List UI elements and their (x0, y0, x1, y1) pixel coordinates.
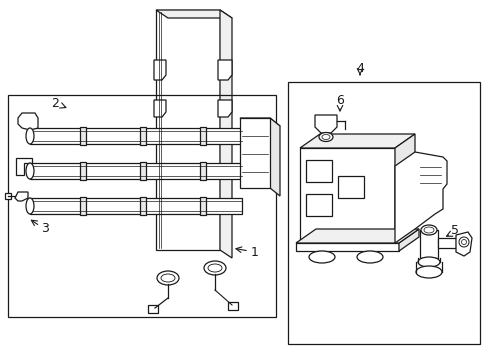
Polygon shape (296, 229, 419, 243)
FancyBboxPatch shape (306, 194, 332, 216)
FancyBboxPatch shape (140, 162, 146, 180)
Polygon shape (438, 238, 456, 248)
Text: 4: 4 (356, 62, 364, 75)
Ellipse shape (322, 135, 330, 140)
FancyBboxPatch shape (200, 197, 206, 215)
FancyBboxPatch shape (80, 127, 86, 145)
Polygon shape (456, 232, 472, 256)
FancyBboxPatch shape (30, 128, 242, 144)
FancyBboxPatch shape (30, 163, 242, 179)
Ellipse shape (26, 163, 34, 179)
Polygon shape (220, 10, 232, 258)
Text: 5: 5 (451, 224, 459, 237)
Ellipse shape (416, 266, 442, 278)
FancyBboxPatch shape (140, 197, 146, 215)
Polygon shape (154, 60, 166, 80)
Ellipse shape (161, 274, 175, 282)
Ellipse shape (157, 271, 179, 285)
Ellipse shape (204, 261, 226, 275)
Polygon shape (240, 118, 280, 126)
Polygon shape (300, 148, 395, 243)
Ellipse shape (459, 237, 469, 247)
FancyBboxPatch shape (30, 198, 242, 214)
Ellipse shape (309, 251, 335, 263)
Polygon shape (15, 192, 28, 201)
Ellipse shape (424, 227, 434, 233)
Text: 3: 3 (41, 221, 49, 234)
FancyBboxPatch shape (228, 302, 238, 310)
Ellipse shape (462, 239, 466, 244)
Ellipse shape (319, 132, 333, 141)
FancyBboxPatch shape (5, 193, 11, 199)
Polygon shape (270, 118, 280, 196)
Polygon shape (218, 60, 232, 80)
Polygon shape (16, 158, 32, 175)
FancyBboxPatch shape (200, 162, 206, 180)
Ellipse shape (418, 257, 440, 267)
FancyBboxPatch shape (140, 127, 146, 145)
Polygon shape (315, 115, 337, 133)
Polygon shape (156, 10, 220, 250)
Text: 1: 1 (251, 247, 259, 260)
Ellipse shape (357, 251, 383, 263)
FancyBboxPatch shape (148, 305, 158, 313)
FancyBboxPatch shape (200, 127, 206, 145)
FancyBboxPatch shape (240, 118, 270, 188)
Text: 2: 2 (51, 96, 59, 109)
Polygon shape (156, 10, 232, 18)
Polygon shape (420, 230, 438, 258)
Polygon shape (395, 152, 447, 243)
Polygon shape (18, 113, 38, 130)
Ellipse shape (421, 225, 437, 235)
Text: 6: 6 (336, 94, 344, 107)
FancyBboxPatch shape (80, 162, 86, 180)
FancyBboxPatch shape (306, 160, 332, 182)
Polygon shape (399, 229, 419, 251)
Polygon shape (218, 100, 232, 117)
Polygon shape (296, 243, 399, 251)
FancyBboxPatch shape (338, 176, 364, 198)
Polygon shape (395, 134, 415, 243)
Ellipse shape (26, 128, 34, 144)
Ellipse shape (208, 264, 222, 272)
Polygon shape (154, 100, 166, 117)
FancyBboxPatch shape (80, 197, 86, 215)
Ellipse shape (26, 198, 34, 214)
Polygon shape (300, 134, 415, 148)
